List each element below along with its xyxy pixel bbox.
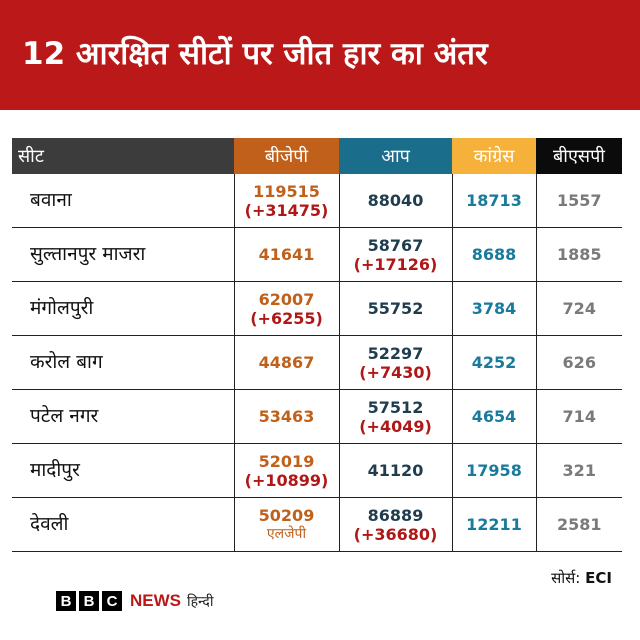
bsp-votes: 2581 (535, 497, 622, 552)
alliance-party-note: एलजेपी (266, 525, 307, 542)
results-table: सीट बीजेपी आप कांग्रेस बीएसपी बवाना 1195… (12, 138, 622, 552)
aap-win-margin: (+4049) (359, 416, 432, 436)
logo-letter-b1: B (56, 591, 76, 611)
congress-votes: 4252 (451, 335, 536, 390)
seat-name: बवाना (12, 174, 234, 228)
bsp-votes: 714 (535, 389, 622, 444)
aap-votes: 52297 (367, 343, 424, 363)
bjp-win-margin: (+10899) (244, 470, 329, 490)
table-row: देवली 50209 एलजेपी 86889 (+36680) 12211 25… (12, 497, 622, 552)
page-title: 12 आरक्षित सीटों पर जीत हार का अंतर (22, 36, 488, 72)
source-credit: सोर्स: ECI (551, 568, 612, 588)
column-header-bjp: बीजेपी (234, 138, 339, 174)
table-row: पटेल नगर 53463 57512 (+4049) 4654 714 (12, 389, 622, 444)
congress-votes: 17958 (451, 443, 536, 498)
source-value: ECI (585, 569, 612, 587)
seat-name: मादीपुर (12, 443, 234, 498)
aap-win-margin: (+17126) (353, 254, 438, 274)
aap-votes-cell: 58767 (+17126) (338, 227, 452, 282)
aap-win-margin: (+7430) (359, 362, 432, 382)
seat-name: करोल बाग (12, 335, 234, 390)
seat-name: सुल्तानपुर माजरा (12, 227, 234, 282)
aap-votes-cell: 57512 (+4049) (338, 389, 452, 444)
seat-name: देवली (12, 497, 234, 552)
bjp-votes-cell: 119515 (+31475) (233, 174, 339, 228)
aap-votes: 41120 (338, 443, 452, 498)
logo-language: हिन्दी (187, 593, 214, 610)
bjp-win-margin: (+6255) (250, 308, 323, 328)
bjp-votes: 41641 (233, 227, 339, 282)
congress-votes: 4654 (451, 389, 536, 444)
table-header-row: सीट बीजेपी आप कांग्रेस बीएसपी (12, 138, 622, 174)
logo-letter-c: C (102, 591, 122, 611)
aap-votes-cell: 86889 (+36680) (338, 497, 452, 552)
table-row: करोल बाग 44867 52297 (+7430) 4252 626 (12, 335, 622, 390)
bjp-win-margin: (+31475) (244, 200, 329, 220)
bsp-votes: 1557 (535, 174, 622, 228)
congress-votes: 18713 (451, 174, 536, 228)
bjp-votes-cell: 52019 (+10899) (233, 443, 339, 498)
bjp-votes-cell: 62007 (+6255) (233, 281, 339, 336)
aap-win-margin: (+36680) (353, 524, 438, 544)
bjp-votes: 53463 (233, 389, 339, 444)
column-header-aap: आप (339, 138, 452, 174)
aap-votes: 86889 (367, 505, 424, 525)
bjp-votes: 62007 (258, 289, 315, 309)
table-row: मंगोलपुरी 62007 (+6255) 55752 3784 724 (12, 281, 622, 336)
bjp-votes: 52019 (258, 451, 315, 471)
table-row: सुल्तानपुर माजरा 41641 58767 (+17126) 868… (12, 227, 622, 282)
table-row: मादीपुर 52019 (+10899) 41120 17958 321 (12, 443, 622, 498)
table-row: बवाना 119515 (+31475) 88040 18713 1557 (12, 174, 622, 228)
bsp-votes: 724 (535, 281, 622, 336)
aap-votes-cell: 52297 (+7430) (338, 335, 452, 390)
aap-votes: 88040 (338, 174, 452, 228)
bjp-votes: 50209 (258, 505, 315, 525)
column-header-bsp: बीएसपी (536, 138, 622, 174)
bbc-news-hindi-logo: B B C NEWS हिन्दी (56, 590, 213, 612)
bjp-votes: 119515 (253, 181, 320, 201)
seat-name: पटेल नगर (12, 389, 234, 444)
bsp-votes: 1885 (535, 227, 622, 282)
column-header-seat: सीट (12, 138, 234, 174)
aap-votes: 57512 (367, 397, 424, 417)
logo-letter-b2: B (79, 591, 99, 611)
congress-votes: 3784 (451, 281, 536, 336)
bsp-votes: 626 (535, 335, 622, 390)
seat-name: मंगोलपुरी (12, 281, 234, 336)
title-banner: 12 आरक्षित सीटों पर जीत हार का अंतर (0, 0, 640, 110)
aap-votes: 58767 (367, 235, 424, 255)
bjp-votes-cell: 50209 एलजेपी (233, 497, 339, 552)
source-label: सोर्स: (551, 569, 581, 587)
bsp-votes: 321 (535, 443, 622, 498)
column-header-congress: कांग्रेस (452, 138, 536, 174)
logo-news-text: NEWS (130, 591, 181, 610)
bjp-votes: 44867 (233, 335, 339, 390)
congress-votes: 8688 (451, 227, 536, 282)
congress-votes: 12211 (451, 497, 536, 552)
aap-votes: 55752 (338, 281, 452, 336)
